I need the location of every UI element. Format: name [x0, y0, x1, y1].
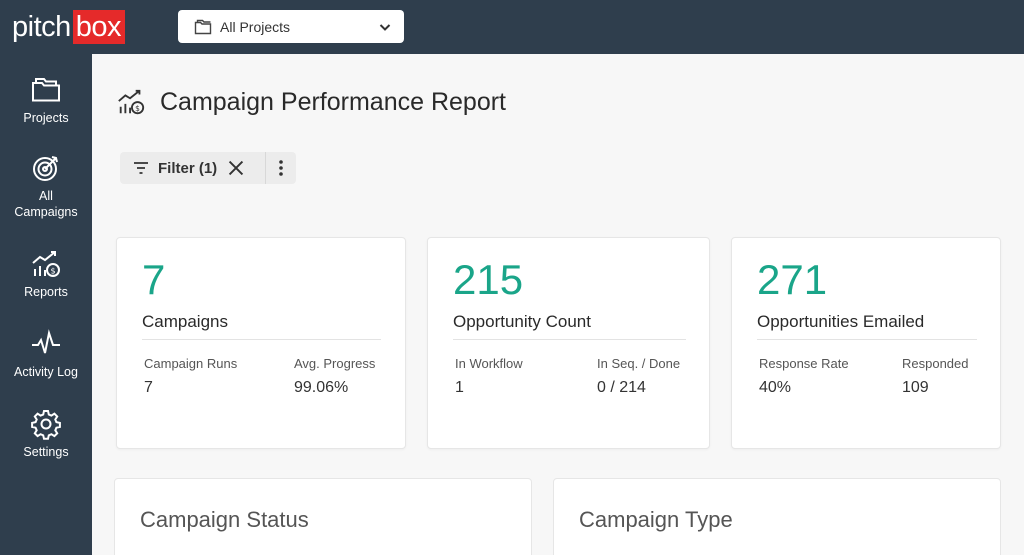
gear-icon [31, 410, 61, 440]
sub-metric-label: Response Rate [759, 356, 849, 371]
pitchbox-logo[interactable]: pitch box [12, 10, 126, 44]
sidebar-item-projects[interactable]: Projects [0, 74, 92, 126]
logo-text-box: box [72, 10, 126, 44]
sidebar-item-label: Activity Log [14, 365, 78, 379]
sub-metric-label: Campaign Runs [144, 356, 238, 371]
more-options-button[interactable] [266, 152, 296, 184]
svg-text:$: $ [50, 267, 55, 276]
filter-icon [134, 162, 148, 174]
sidebar: Projects All Campaigns $ Reports Activit… [0, 54, 92, 555]
folder-icon [32, 78, 60, 102]
close-icon[interactable] [227, 159, 245, 177]
sub-metric-value: 40% [759, 379, 792, 396]
sidebar-item-all-campaigns[interactable]: All Campaigns [0, 152, 92, 220]
section-title: Campaign Status [140, 507, 309, 532]
project-selector-label: All Projects [220, 18, 291, 35]
sidebar-item-activity-log[interactable]: Activity Log [0, 328, 92, 380]
sub-metric-label: Responded [902, 356, 969, 371]
opportunity-count-card: 215 Opportunity Count In Workflow 1 In S… [427, 237, 710, 449]
sidebar-item-label: Reports [24, 285, 68, 299]
campaigns-card: 7 Campaigns Campaign Runs 7 Avg. Progres… [116, 237, 406, 449]
project-selector[interactable]: All Projects [178, 10, 404, 43]
metric-value: 215 [453, 256, 524, 303]
sidebar-item-reports[interactable]: $ Reports [0, 248, 92, 300]
sidebar-item-label: Projects [23, 111, 69, 125]
main-content: $ Campaign Performance Report Filter (1)… [92, 54, 1024, 555]
sub-metric-value: 1 [455, 379, 464, 396]
sidebar-item-label-line2: Campaigns [14, 205, 78, 219]
metric-name: Opportunity Count [453, 312, 591, 331]
metric-value: 271 [757, 256, 828, 303]
filter-button[interactable]: Filter (1) [120, 152, 267, 184]
campaign-status-panel: Campaign Status [114, 478, 532, 555]
reports-icon: $ [118, 89, 145, 115]
section-title: Campaign Type [579, 507, 733, 532]
sub-metric-value: 0 / 214 [597, 379, 646, 396]
sub-metric-value: 109 [902, 379, 929, 396]
sidebar-item-label: Settings [23, 445, 69, 459]
sidebar-item-settings[interactable]: Settings [0, 408, 92, 460]
metric-name: Opportunities Emailed [757, 312, 925, 331]
page-header: $ Campaign Performance Report [116, 87, 506, 117]
card-divider [453, 339, 686, 340]
opportunities-emailed-card: 271 Opportunities Emailed Response Rate … [731, 237, 1001, 449]
logo-text-pitch: pitch [12, 11, 71, 43]
sub-metric-value: 7 [144, 379, 153, 396]
card-divider [142, 339, 381, 340]
top-bar: pitch box All Projects [0, 0, 1024, 54]
card-divider [757, 339, 977, 340]
chevron-down-icon [379, 23, 391, 31]
sub-metric-label: In Workflow [455, 356, 523, 371]
sub-metric-label: Avg. Progress [294, 356, 376, 371]
filter-label: Filter (1) [158, 159, 218, 177]
metric-value: 7 [142, 256, 166, 303]
sidebar-item-label: All Campaigns [14, 188, 77, 220]
metric-name: Campaigns [142, 312, 228, 331]
reports-icon: $ [32, 251, 60, 277]
campaign-type-panel: Campaign Type [553, 478, 1001, 555]
folder-icon [194, 19, 212, 34]
filter-bar: Filter (1) [120, 152, 297, 184]
pulse-icon [32, 329, 60, 354]
more-vertical-icon [279, 160, 283, 176]
sub-metric-value: 99.06% [294, 379, 349, 396]
sub-metric-label: In Seq. / Done [597, 356, 681, 371]
target-icon [33, 156, 58, 181]
page-title: Campaign Performance Report [160, 87, 506, 116]
svg-text:$: $ [135, 104, 140, 113]
sidebar-item-label-line1: All [39, 189, 53, 203]
